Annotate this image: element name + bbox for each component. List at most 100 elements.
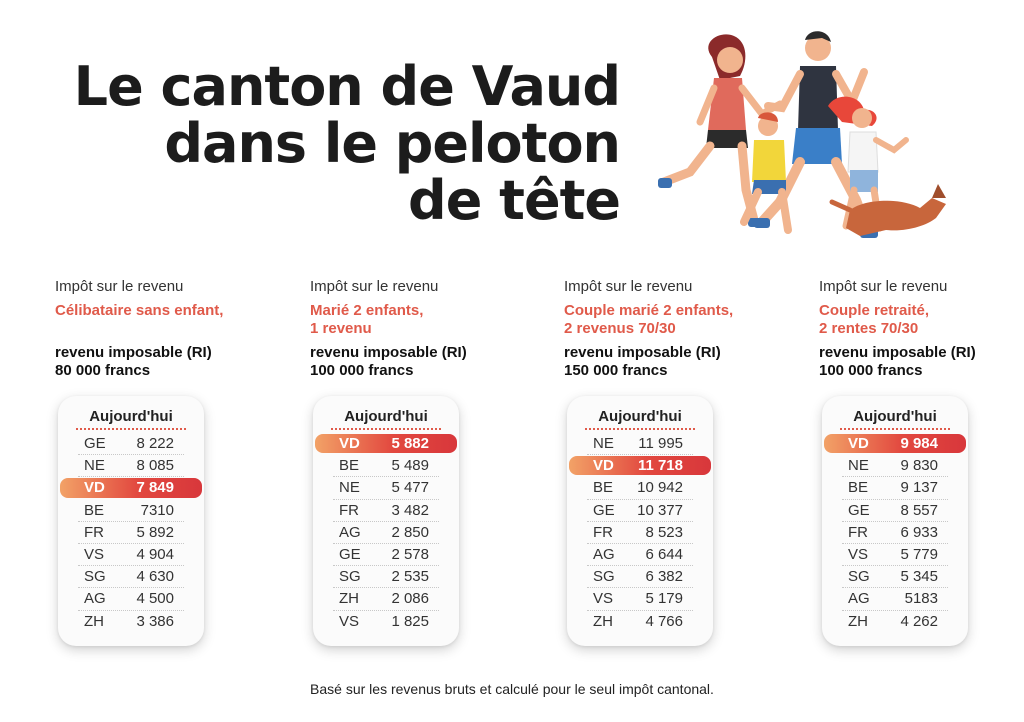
ranking-row: ZH 4 262	[842, 611, 948, 633]
tax-amount: 5 489	[391, 457, 429, 475]
tax-amount: 4 766	[645, 612, 683, 630]
tax-amount: 8 085	[136, 457, 174, 475]
tax-amount: 8 222	[136, 435, 174, 452]
canton-code: ZH	[339, 590, 359, 608]
ranking-row: SG 6 382	[587, 566, 693, 589]
tax-amount: 11 718	[637, 457, 683, 475]
tax-amount: 6 933	[900, 523, 938, 541]
tax-amount: 2 578	[391, 545, 429, 563]
ranking-row: BE 9 137	[842, 477, 948, 500]
canton-code: BE	[593, 479, 614, 497]
ranking-row: NE 9 830	[842, 455, 948, 478]
taxable-income-amount: 80 000 francs	[55, 362, 151, 379]
taxable-income-label: revenu imposable (RI)	[310, 344, 467, 361]
ranking-row: VS 1 825	[333, 611, 439, 633]
ranking-rows: GE 8 222 NE 8 085 VD 7 849 BE 7310 FR 5 892 VS 4 90…	[60, 433, 202, 633]
tax-amount: 10 377	[637, 501, 683, 519]
canton-code: BE	[84, 501, 105, 519]
canton-code: FR	[339, 501, 359, 519]
canton-code: BE	[339, 457, 360, 475]
column-married-one-income: Impôt sur le revenu Marié 2 enfants, 1 r…	[310, 278, 540, 646]
canton-code: FR	[848, 523, 868, 541]
ranking-row: GE 8 557	[842, 500, 948, 522]
tax-type-label: Impôt sur le revenu	[310, 278, 439, 295]
taxable-income-amount: 100 000 francs	[310, 362, 414, 379]
tax-amount: 6 644	[645, 545, 683, 563]
title-line: dans le peloton	[164, 112, 621, 175]
tax-amount: 5 892	[136, 523, 174, 541]
ranking-row: BE 7310	[78, 500, 184, 522]
ranking-row: FR 6 933	[842, 522, 948, 544]
tax-amount: 4 904	[136, 545, 174, 563]
tax-amount: 5 882	[391, 435, 429, 452]
tax-amount: 5 179	[645, 590, 683, 608]
ranking-row: AG 2 850	[333, 522, 439, 544]
profile-line: 1 revenu	[310, 320, 372, 337]
tax-amount: 3 482	[391, 501, 429, 519]
ranking-row: ZH 2 086	[333, 588, 439, 611]
card-title: Aujourd'hui	[840, 406, 950, 430]
ranking-row: VS 5 779	[842, 544, 948, 567]
runner-boy	[740, 112, 792, 234]
ranking-row: AG 5183	[842, 588, 948, 611]
tax-amount: 8 557	[900, 501, 938, 519]
taxable-income-amount: 150 000 francs	[564, 362, 668, 379]
canton-code: FR	[84, 523, 104, 541]
tax-type-label: Impôt sur le revenu	[564, 278, 693, 295]
canton-code: AG	[339, 523, 361, 541]
tax-amount: 2 535	[391, 568, 429, 586]
ranking-row: ZH 4 766	[587, 611, 693, 633]
tax-amount: 4 500	[136, 590, 174, 608]
profile-line: 2 rentes 70/30	[819, 320, 919, 337]
profile-line: Couple marié 2 enfants,	[564, 302, 734, 319]
dog	[829, 184, 946, 236]
profile-label: Célibataire sans enfant,	[55, 302, 285, 338]
ranking-row: AG 6 644	[587, 544, 693, 567]
canton-code: SG	[84, 568, 106, 586]
column-married-two-incomes: Impôt sur le revenu Couple marié 2 enfan…	[564, 278, 794, 646]
canton-code: SG	[339, 568, 361, 586]
ranking-row: AG 4 500	[78, 588, 184, 611]
page-title: Le canton de Vaud dans le peloton de têt…	[60, 58, 621, 232]
canton-code: SG	[593, 568, 615, 586]
tax-amount: 4 262	[900, 612, 938, 630]
ranking-row: BE 5 489	[333, 455, 439, 478]
ranking-row-highlighted: VD 11 718	[569, 455, 711, 477]
column-retired-couple: Impôt sur le revenu Couple retraité, 2 r…	[819, 278, 1024, 646]
tax-amount: 5 779	[900, 545, 938, 563]
tax-amount: 10 942	[637, 479, 683, 497]
canton-code: GE	[593, 501, 615, 519]
canton-code: VS	[84, 545, 105, 563]
ranking-row: ZH 3 386	[78, 611, 184, 633]
canton-code: AG	[593, 545, 615, 563]
ranking-row: GE 8 222	[78, 433, 184, 456]
tax-amount: 9 137	[900, 479, 938, 497]
ranking-row: FR 3 482	[333, 500, 439, 522]
tax-amount: 5 477	[391, 479, 429, 497]
canton-code: VD	[848, 435, 869, 452]
tax-amount: 5 345	[900, 568, 938, 586]
canton-code: NE	[84, 457, 105, 475]
ranking-row: BE 10 942	[587, 477, 693, 500]
ranking-row: GE 10 377	[587, 500, 693, 522]
ranking-card: Aujourd'hui VD 9 984 NE 9 830 BE 9 137 GE 8 557…	[822, 396, 968, 646]
ranking-row: NE 5 477	[333, 477, 439, 500]
canton-code: VD	[339, 435, 360, 452]
tax-amount: 2 086	[391, 590, 429, 608]
title-line: de tête	[408, 169, 621, 232]
taxable-income: revenu imposable (RI) 100 000 francs	[819, 344, 1024, 380]
ranking-rows: VD 5 882 BE 5 489 NE 5 477 FR 3 482 AG 2 850 GE 2 5…	[315, 433, 457, 633]
ranking-row: FR 5 892	[78, 522, 184, 544]
canton-code: VS	[339, 612, 360, 630]
ranking-row-highlighted: VD 7 849	[60, 477, 202, 499]
canton-code: FR	[593, 523, 613, 541]
tax-amount: 1 825	[391, 612, 429, 630]
ranking-row-highlighted: VD 9 984	[824, 433, 966, 455]
canton-code: AG	[848, 590, 870, 608]
tax-amount: 3 386	[136, 612, 174, 630]
canton-code: VS	[848, 545, 869, 563]
tax-amount: 11 995	[638, 435, 683, 452]
taxable-income: revenu imposable (RI) 100 000 francs	[310, 344, 540, 380]
canton-code: VD	[593, 457, 614, 475]
canton-code: VD	[84, 479, 105, 497]
